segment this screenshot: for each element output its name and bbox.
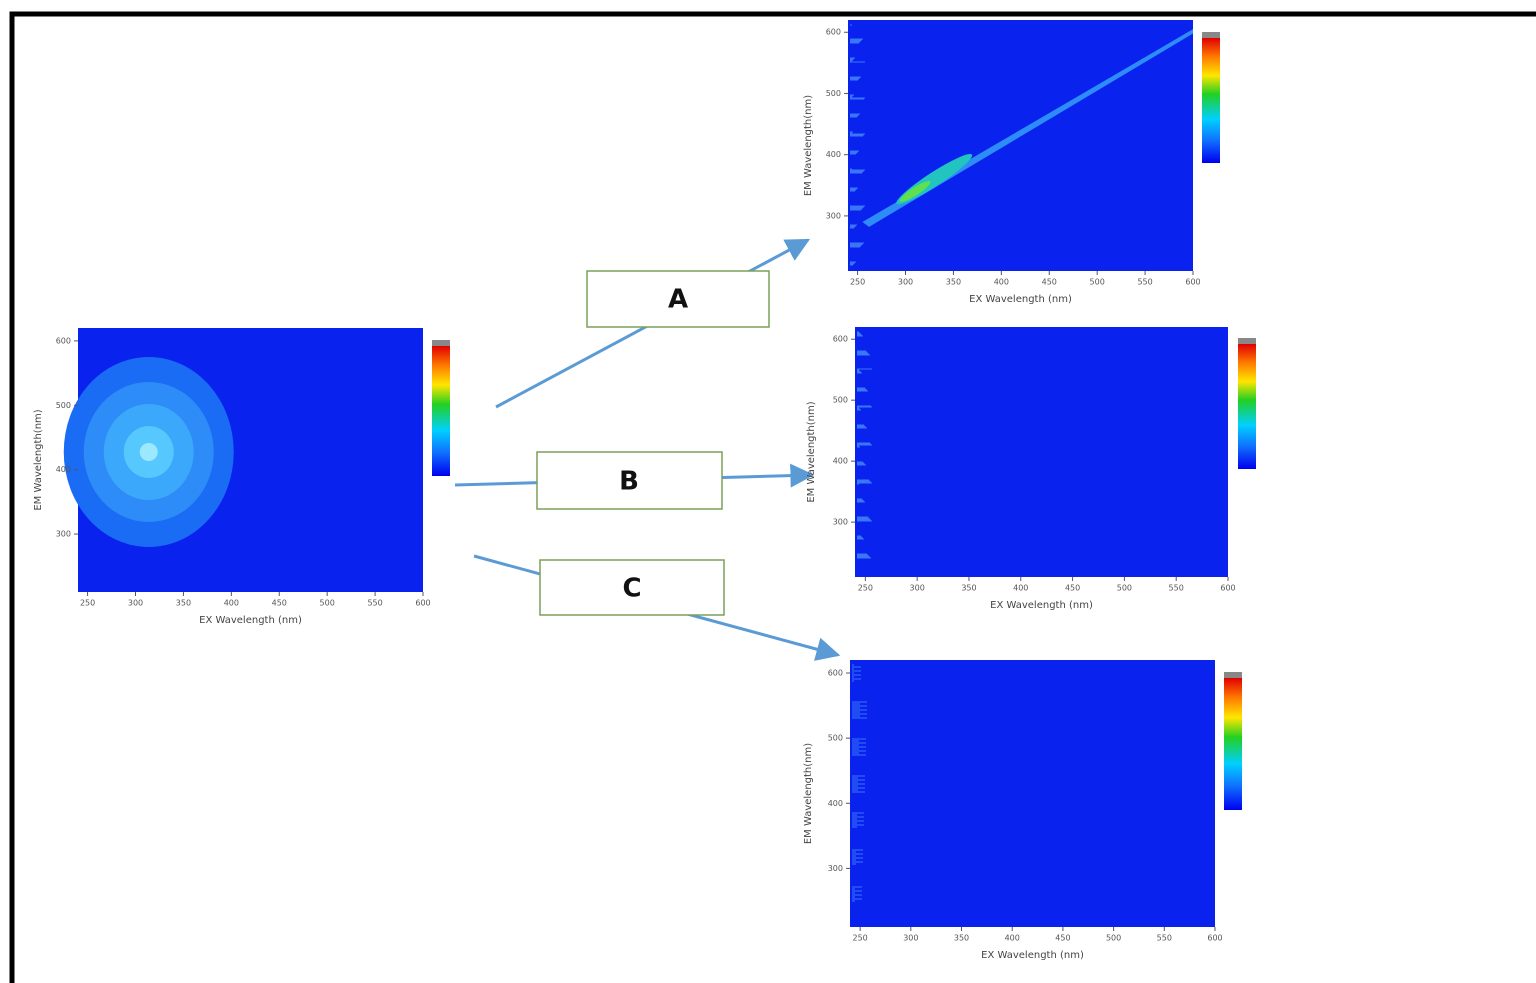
figure: A B C 250 300 350 400 450 500 550 600 300 400 500 6… (0, 0, 1536, 983)
contour-level (140, 443, 158, 461)
x-tick-label: 500 (1117, 584, 1132, 593)
colorbar-cap (1202, 32, 1220, 38)
y-tick-label: 600 (826, 28, 841, 37)
y-tick-label: 400 (828, 799, 843, 808)
x-tick-label: 350 (946, 278, 961, 287)
x-tick-label: 250 (858, 584, 873, 593)
x-tick-label: 300 (898, 278, 913, 287)
y-tick-label: 400 (826, 150, 841, 159)
flow-label: A (668, 285, 688, 315)
x-axis-label: EX Wavelength (nm) (969, 294, 1072, 305)
x-tick-label: 300 (128, 599, 143, 608)
x-tick-label: 350 (176, 599, 191, 608)
x-axis-label: EX Wavelength (nm) (990, 600, 1093, 611)
colorbar-cap (432, 340, 450, 346)
y-tick-label: 300 (833, 518, 848, 527)
flow-label: B (619, 467, 639, 497)
x-tick-label: 350 (961, 584, 976, 593)
flow-boxes: A B C (537, 271, 769, 615)
page: A B C 250 300 350 400 450 500 550 600 300 400 500 6… (0, 0, 1536, 983)
x-axis-label: EX Wavelength (nm) (981, 950, 1084, 961)
x-tick-label: 450 (1042, 278, 1057, 287)
plot (64, 328, 423, 592)
plot (848, 20, 1193, 271)
x-axis-label: EX Wavelength (nm) (199, 615, 302, 626)
x-tick-label: 500 (1090, 278, 1105, 287)
plot-area (848, 20, 1193, 271)
colorbar (1202, 38, 1220, 163)
x-tick-label: 300 (903, 934, 918, 943)
x-tick-label: 450 (272, 599, 287, 608)
x-tick-label: 250 (852, 934, 867, 943)
x-tick-label: 550 (1157, 934, 1172, 943)
y-tick-label: 300 (56, 530, 71, 539)
colorbar-cap (1238, 338, 1256, 344)
y-tick-label: 600 (828, 669, 843, 678)
x-tick-label: 500 (320, 599, 335, 608)
x-tick-label: 400 (994, 278, 1009, 287)
x-tick-label: 550 (367, 599, 382, 608)
y-tick-label: 600 (56, 336, 71, 345)
plot (850, 660, 1215, 927)
colorbar (1224, 678, 1242, 810)
y-axis-label: EM Wavelength(nm) (803, 743, 814, 844)
y-tick-label: 300 (826, 211, 841, 220)
x-tick-label: 600 (1185, 278, 1200, 287)
x-tick-label: 550 (1137, 278, 1152, 287)
x-tick-label: 600 (1207, 934, 1222, 943)
x-tick-label: 400 (1005, 934, 1020, 943)
colorbar-cap (1224, 672, 1242, 678)
x-tick-label: 400 (1013, 584, 1028, 593)
x-tick-label: 300 (910, 584, 925, 593)
y-tick-label: 400 (56, 465, 71, 474)
colorbar (432, 346, 450, 476)
plot-area (855, 327, 1228, 577)
x-tick-label: 450 (1055, 934, 1070, 943)
y-axis-label: EM Wavelength(nm) (803, 95, 814, 196)
y-axis-label: EM Wavelength(nm) (806, 401, 817, 502)
colorbar (1238, 344, 1256, 469)
x-tick-label: 250 (850, 278, 865, 287)
y-tick-label: 500 (833, 396, 848, 405)
plot (855, 327, 1228, 577)
x-tick-label: 600 (1220, 584, 1235, 593)
y-tick-label: 500 (56, 401, 71, 410)
x-tick-label: 350 (954, 934, 969, 943)
x-tick-label: 400 (224, 599, 239, 608)
x-tick-label: 450 (1065, 584, 1080, 593)
x-tick-label: 250 (80, 599, 95, 608)
y-tick-label: 300 (828, 864, 843, 873)
plot-area (850, 660, 1215, 927)
x-tick-label: 500 (1106, 934, 1121, 943)
x-tick-label: 550 (1169, 584, 1184, 593)
x-tick-label: 600 (415, 599, 430, 608)
y-tick-label: 500 (826, 89, 841, 98)
y-axis-label: EM Wavelength(nm) (33, 409, 44, 510)
y-tick-label: 400 (833, 457, 848, 466)
y-tick-label: 600 (833, 335, 848, 344)
y-tick-label: 500 (828, 734, 843, 743)
flow-label: C (622, 574, 641, 604)
